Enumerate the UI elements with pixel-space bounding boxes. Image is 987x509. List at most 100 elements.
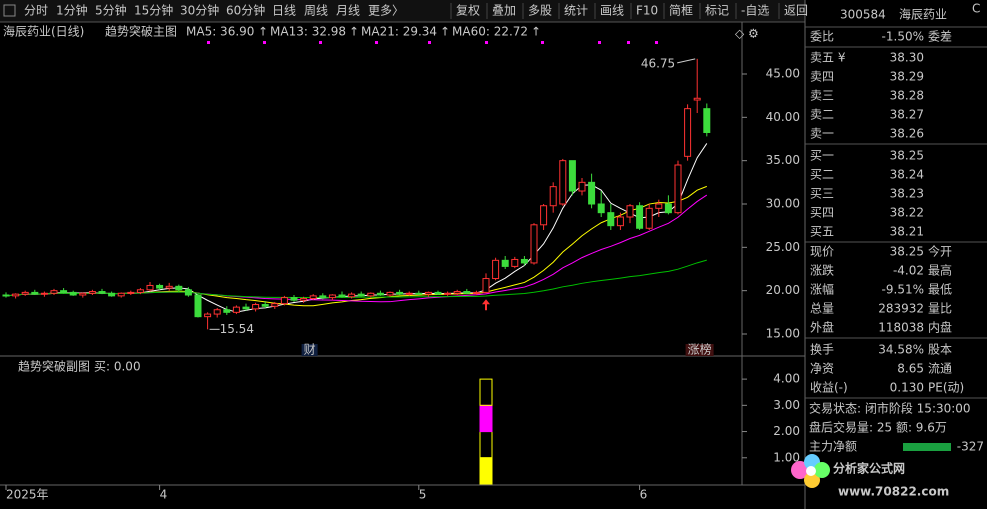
period-tab[interactable]: 分时: [24, 4, 48, 18]
candle-body: [444, 292, 452, 295]
buy-arrow: [482, 299, 490, 311]
candle-body: [175, 285, 183, 291]
tool-button[interactable]: 叠加: [492, 4, 516, 18]
candle-body: [405, 292, 413, 295]
candle-body: [50, 290, 58, 294]
candle-body: [434, 291, 442, 295]
candle-body: [223, 309, 231, 313]
tool-button[interactable]: 多股: [528, 4, 552, 18]
y-tick-label: 35.00: [766, 153, 800, 167]
nav-icon[interactable]: ◇ ⚙: [735, 27, 759, 41]
tool-button[interactable]: 复权: [456, 4, 480, 18]
candle-body: [626, 205, 634, 218]
candle-body: [204, 313, 212, 318]
candle-body: [645, 207, 653, 229]
sub-y-tick-label: 4.00: [773, 372, 800, 386]
y-tick-label: 15.00: [766, 327, 800, 341]
candle-body: [213, 309, 221, 315]
candle-body: [280, 297, 288, 305]
quote-label: 外盘: [810, 320, 834, 335]
quote-extra: 内盘: [928, 320, 952, 335]
ma-arrow: ↑: [440, 25, 450, 39]
candle-body: [674, 164, 682, 214]
status-line: 盘后交易量: 25 额: 9.6万: [809, 420, 947, 435]
tool-button[interactable]: 标记: [705, 4, 729, 18]
period-tab[interactable]: 日线: [272, 4, 296, 18]
event-tag-bg: [301, 344, 318, 356]
tool-button[interactable]: 画线: [600, 4, 624, 18]
candle-body: [108, 292, 116, 297]
quote-label: 总量: [810, 302, 834, 316]
tool-button[interactable]: F10: [636, 4, 658, 18]
quote-label: 涨幅: [810, 282, 834, 297]
candle-body: [117, 292, 125, 297]
quote-extra: 流通: [928, 362, 952, 376]
stock-mark: C: [972, 2, 980, 16]
candle-body: [472, 291, 480, 294]
high-label: 46.75: [641, 56, 675, 70]
tool-button[interactable]: -自选: [741, 4, 769, 18]
quote-label: 收益(-): [810, 381, 848, 395]
candle-body: [88, 291, 96, 294]
candle-body: [664, 203, 672, 214]
menu-icon[interactable]: [3, 4, 16, 17]
quote-label: 净资: [810, 362, 834, 376]
candle-body: [357, 293, 365, 297]
watermark-bg: [830, 455, 980, 501]
watermark-name: 分析家公式网: [833, 461, 905, 476]
candle-body: [300, 297, 308, 301]
logo: [791, 454, 830, 488]
candle-body: [60, 290, 68, 293]
quote-extra: 量比: [928, 302, 952, 316]
candle-body: [165, 285, 173, 289]
quote-value: 38.29: [890, 70, 924, 84]
period-tab[interactable]: 30分钟: [180, 3, 219, 18]
tool-button[interactable]: 返回: [784, 4, 808, 18]
candle-body: [540, 205, 548, 226]
period-tab[interactable]: 月线: [336, 4, 360, 18]
period-tab[interactable]: 60分钟: [226, 3, 265, 18]
candle-body: [261, 304, 269, 307]
sub-title: 趋势突破副图: [18, 359, 90, 374]
candle-body: [415, 292, 423, 295]
quote-extra: 委差: [928, 30, 952, 44]
candle-body: [597, 203, 605, 214]
candle-body: [252, 304, 260, 310]
quote-label: 买四: [810, 206, 834, 220]
quote-value: 38.21: [890, 225, 924, 239]
candle-body: [184, 289, 192, 296]
candle-body: [348, 293, 356, 298]
quote-value: -9.51%: [882, 283, 924, 297]
stock-code: 300584: [840, 8, 886, 22]
period-tab[interactable]: 1分钟: [56, 3, 88, 18]
period-tab[interactable]: 周线: [304, 4, 328, 18]
quote-value: -4.02: [893, 264, 924, 278]
ma-label: MA13: 32.98: [270, 25, 346, 39]
candle-body: [655, 203, 663, 209]
ma-label: MA5: 36.90: [186, 25, 254, 39]
candle-body: [386, 291, 394, 296]
event-tag-bg: [685, 344, 714, 356]
candle-body: [424, 291, 432, 295]
candle-body: [242, 306, 250, 310]
candle-body: [636, 205, 644, 229]
candle-body: [2, 294, 10, 297]
period-tab[interactable]: 15分钟: [134, 3, 173, 18]
quote-value: 34.58%: [878, 343, 924, 357]
quote-label: 卖四: [810, 70, 834, 84]
candle-body: [319, 295, 327, 299]
quote-label: 卖三: [810, 89, 834, 103]
quote-extra: 最低: [928, 283, 952, 297]
y-tick-label: 40.00: [766, 110, 800, 124]
status-line: 交易状态: 闭市阶段 15:30:00: [809, 401, 971, 416]
candle-body: [492, 259, 500, 280]
ma-label: MA21: 29.34: [361, 25, 437, 39]
period-tab[interactable]: 5分钟: [95, 3, 127, 18]
quote-value: 38.26: [890, 127, 924, 141]
period-tab[interactable]: 更多〉: [368, 4, 404, 18]
x-tick-label: 2025年: [6, 488, 49, 502]
tool-button[interactable]: 统计: [564, 4, 588, 18]
tool-button[interactable]: 简框: [669, 4, 693, 18]
